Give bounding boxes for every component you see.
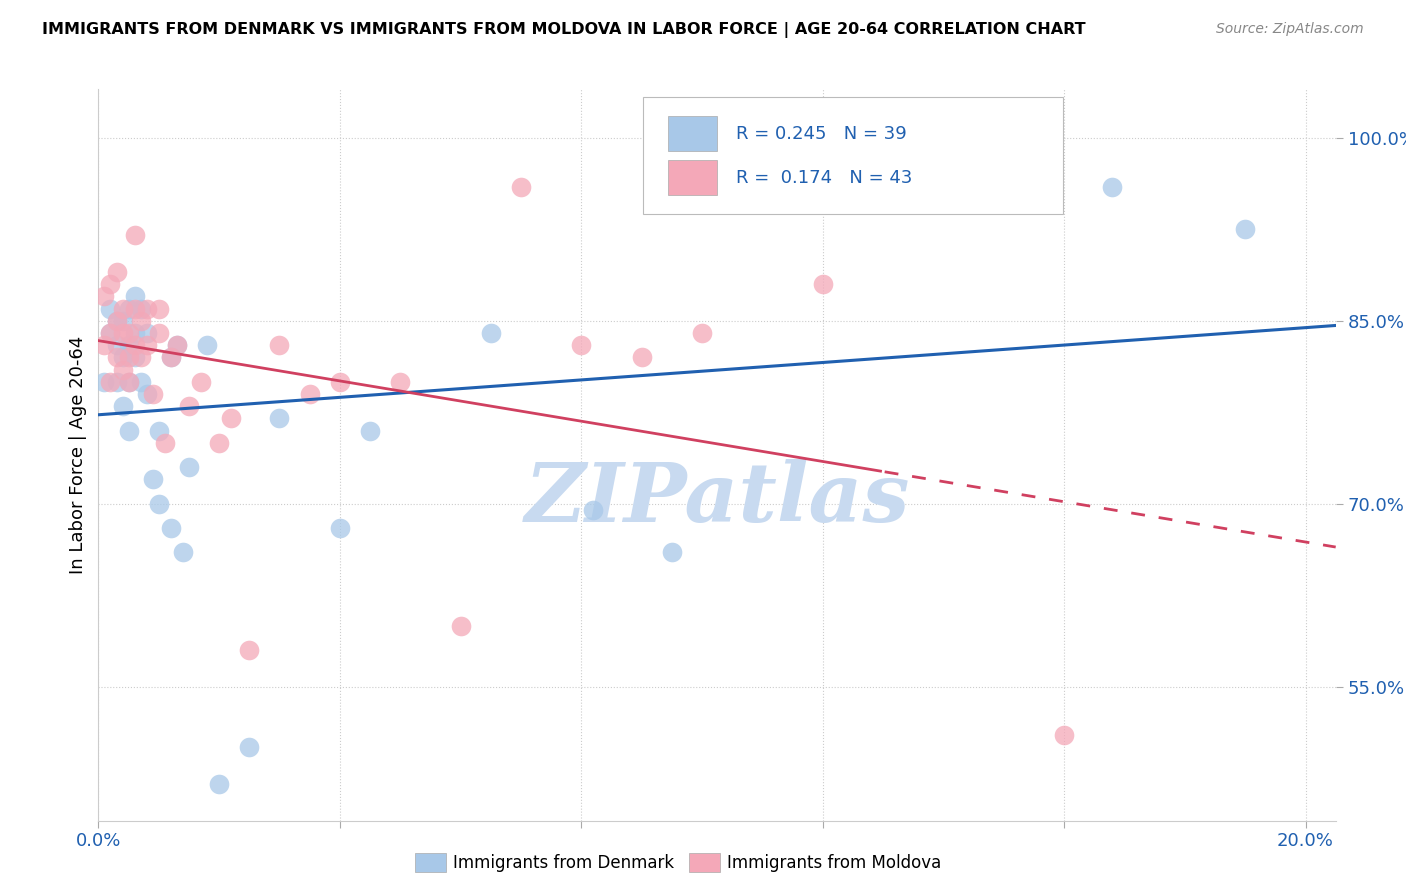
Point [124, 228, 146, 243]
Point [160, 351, 183, 365]
Point [450, 618, 472, 632]
Point [148, 326, 170, 340]
Point [129, 301, 152, 316]
Point [117, 326, 139, 340]
Point [208, 777, 231, 791]
Point [238, 643, 260, 657]
Text: ZIPatlas: ZIPatlas [524, 458, 910, 539]
Point [329, 521, 352, 535]
Point [93, 289, 115, 303]
FancyBboxPatch shape [643, 96, 1063, 213]
Point [135, 387, 157, 401]
Point [124, 351, 146, 365]
Point [269, 338, 291, 352]
Point [135, 338, 157, 352]
Point [148, 497, 170, 511]
Point [142, 387, 165, 401]
Text: R = 0.245   N = 39: R = 0.245 N = 39 [735, 125, 907, 143]
Point [195, 338, 218, 352]
Point [160, 351, 183, 365]
Point [690, 326, 713, 340]
Point [172, 545, 194, 559]
Point [166, 338, 188, 352]
Point [105, 314, 128, 328]
Point [111, 362, 134, 376]
Point [124, 301, 146, 316]
Text: Immigrants from Denmark: Immigrants from Denmark [453, 854, 673, 871]
Point [509, 179, 531, 194]
Point [117, 338, 139, 352]
Point [135, 301, 157, 316]
FancyBboxPatch shape [668, 116, 717, 152]
Point [661, 545, 683, 559]
Point [105, 338, 128, 352]
Point [105, 351, 128, 365]
Point [208, 435, 231, 450]
Point [93, 338, 115, 352]
Point [117, 351, 139, 365]
Point [111, 399, 134, 413]
Point [329, 375, 352, 389]
Point [135, 326, 157, 340]
Point [160, 521, 183, 535]
Point [1101, 179, 1123, 194]
Point [124, 326, 146, 340]
Point [105, 375, 128, 389]
Point [269, 411, 291, 425]
Point [1053, 728, 1076, 742]
Text: Source: ZipAtlas.com: Source: ZipAtlas.com [1216, 22, 1364, 37]
Point [111, 326, 134, 340]
Point [219, 411, 242, 425]
Point [117, 375, 139, 389]
Point [359, 424, 381, 438]
Point [190, 375, 212, 389]
Point [111, 314, 134, 328]
Point [93, 375, 115, 389]
Point [100, 326, 122, 340]
Point [166, 338, 188, 352]
Point [111, 301, 134, 316]
Point [111, 351, 134, 365]
Point [148, 301, 170, 316]
Point [153, 435, 176, 450]
Point [100, 301, 122, 316]
Point [177, 460, 200, 475]
Point [582, 503, 605, 517]
Point [1234, 222, 1257, 236]
Point [630, 351, 652, 365]
Point [298, 387, 321, 401]
Point [389, 375, 412, 389]
Point [129, 351, 152, 365]
Point [129, 375, 152, 389]
Point [148, 424, 170, 438]
Point [142, 472, 165, 486]
Point [479, 326, 502, 340]
Point [238, 740, 260, 755]
Point [177, 399, 200, 413]
Point [100, 375, 122, 389]
Point [569, 338, 592, 352]
Point [811, 277, 834, 292]
Point [117, 375, 139, 389]
Point [129, 314, 152, 328]
Text: R =  0.174   N = 43: R = 0.174 N = 43 [735, 169, 912, 186]
Point [100, 277, 122, 292]
Y-axis label: In Labor Force | Age 20-64: In Labor Force | Age 20-64 [69, 335, 87, 574]
Point [117, 424, 139, 438]
Point [117, 301, 139, 316]
Point [100, 326, 122, 340]
Point [124, 338, 146, 352]
Point [124, 289, 146, 303]
Text: IMMIGRANTS FROM DENMARK VS IMMIGRANTS FROM MOLDOVA IN LABOR FORCE | AGE 20-64 CO: IMMIGRANTS FROM DENMARK VS IMMIGRANTS FR… [42, 22, 1085, 38]
FancyBboxPatch shape [668, 161, 717, 195]
Point [105, 265, 128, 279]
Point [105, 314, 128, 328]
Text: Immigrants from Moldova: Immigrants from Moldova [727, 854, 941, 871]
